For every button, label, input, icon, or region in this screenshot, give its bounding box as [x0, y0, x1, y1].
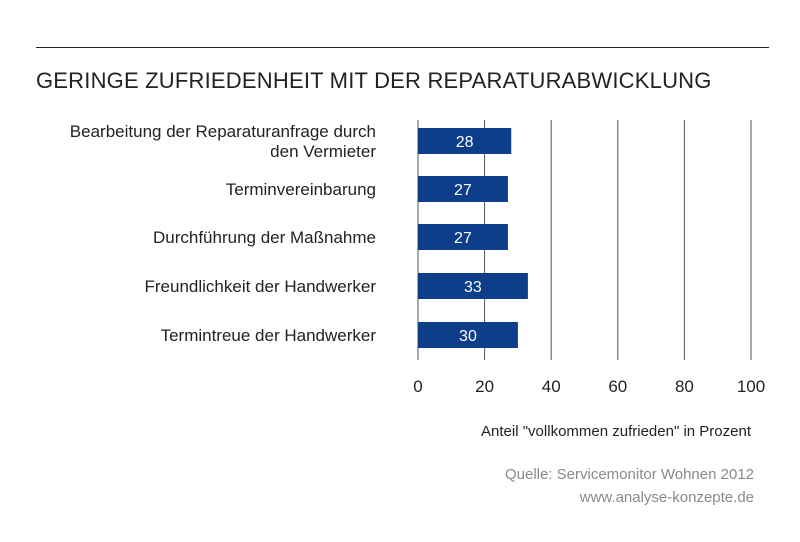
bar: [418, 224, 508, 250]
chart-title: GERINGE ZUFRIEDENHEIT MIT DER REPARATURA…: [36, 68, 712, 93]
x-tick-label: 20: [475, 377, 494, 396]
category-label: Bearbeitung der Reparaturanfrage durch: [70, 122, 376, 141]
bar-value-label: 27: [454, 230, 472, 247]
category-label: Terminvereinbarung: [226, 180, 376, 199]
x-axis-label: Anteil "vollkommen zufrieden" in Prozent: [481, 423, 751, 440]
source-url: www.analyse-konzepte.de: [579, 489, 754, 506]
category-label: Termintreue der Handwerker: [161, 326, 377, 345]
bar-value-label: 27: [454, 182, 472, 199]
category-label: Durchführung der Maßnahme: [153, 228, 376, 247]
top-rule: [36, 47, 769, 48]
bar: [418, 176, 508, 202]
source-line: Quelle: Servicemonitor Wohnen 2012: [504, 466, 754, 483]
bar: [418, 322, 518, 348]
x-tick-label: 60: [608, 377, 627, 396]
bar-value-label: 30: [459, 328, 477, 345]
category-label: Freundlichkeit der Handwerker: [145, 277, 377, 296]
bar-value-label: 33: [464, 279, 482, 296]
bar-chart: 0 20 40 60 80 100 28 Bearbeitung der Reparatura…: [70, 120, 765, 396]
x-tick-label: 40: [542, 377, 561, 396]
bar: [418, 128, 512, 154]
source-note: Quelle: Servicemonitor Wohnen 2012 www.a…: [505, 463, 754, 509]
x-tick-label: 0: [413, 377, 422, 396]
bar: [418, 273, 528, 299]
bar-value-label: 28: [456, 134, 474, 151]
category-label: den Vermieter: [270, 142, 376, 161]
x-tick-label: 80: [675, 377, 694, 396]
x-tick-label: 100: [737, 377, 765, 396]
